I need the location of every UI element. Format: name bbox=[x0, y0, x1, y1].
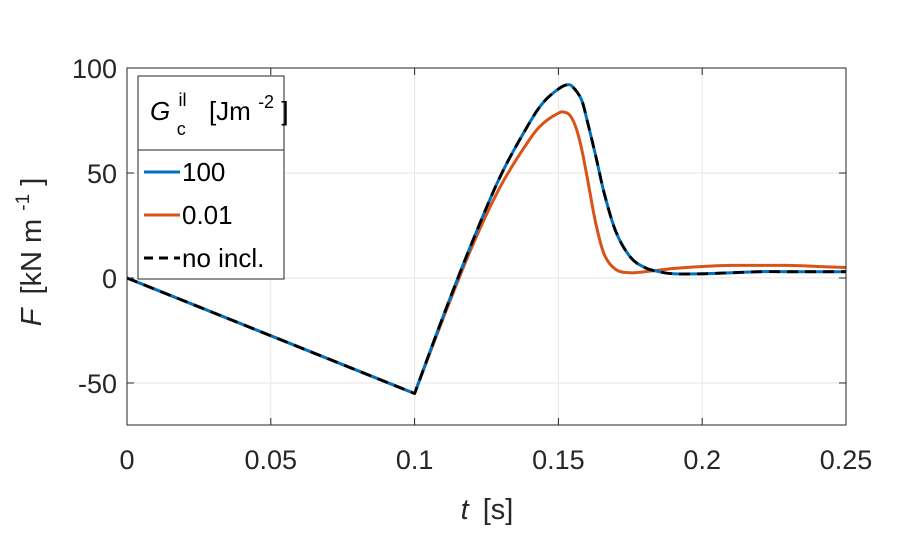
legend-title-unit-close: ] bbox=[281, 96, 288, 126]
x-tick-label-0: 0 bbox=[119, 445, 134, 475]
x-tick-label-5: 0.25 bbox=[820, 445, 873, 475]
y-axis-unit-exp: -1 bbox=[13, 194, 34, 211]
series-lines bbox=[126, 83, 847, 395]
y-axis-unit-base: [kN m bbox=[16, 219, 48, 295]
legend-title-unit-exp: -2 bbox=[258, 92, 274, 112]
axis-ticks: 0 0.05 0.1 0.15 0.2 0.25 -50 0 50 100 bbox=[72, 54, 872, 475]
legend-label-0: 100 bbox=[182, 157, 225, 187]
x-tick-label-2: 0.1 bbox=[396, 445, 434, 475]
y-axis-symbol: F bbox=[16, 306, 48, 326]
x-axis-label: t [s] bbox=[461, 494, 514, 526]
legend-entries: 100 0.01 no incl. bbox=[144, 157, 264, 273]
plot-frame bbox=[126, 67, 847, 426]
y-axis-label: F [kN m -1 ] bbox=[4, 178, 48, 327]
x-tick-label-3: 0.15 bbox=[532, 445, 585, 475]
legend-box bbox=[137, 75, 285, 280]
y-tick-label-1: 0 bbox=[102, 264, 117, 294]
legend: G il c [Jm -2 ] 100 0.01 no incl. bbox=[137, 75, 289, 280]
y-axis-unit-close: ] bbox=[16, 178, 48, 186]
series-line-1 bbox=[126, 110, 847, 395]
y-tick-label-2: 50 bbox=[87, 159, 117, 189]
y-tick-label-0: -50 bbox=[78, 369, 117, 399]
legend-label-2: no incl. bbox=[182, 243, 264, 273]
legend-label-1: 0.01 bbox=[182, 200, 233, 230]
legend-title: G il c [Jm -2 ] bbox=[150, 82, 289, 141]
legend-title-subscript: c bbox=[177, 119, 186, 139]
x-tick-label-1: 0.05 bbox=[245, 445, 298, 475]
legend-title-unit-base: [Jm bbox=[209, 96, 251, 126]
x-axis-unit: [s] bbox=[483, 494, 514, 526]
legend-title-superscript: il bbox=[178, 90, 186, 110]
x-axis-symbol: t bbox=[461, 494, 471, 526]
legend-title-symbol: G bbox=[150, 96, 170, 126]
series-line-2 bbox=[126, 83, 846, 395]
x-tick-label-4: 0.2 bbox=[683, 445, 721, 475]
y-tick-label-3: 100 bbox=[72, 54, 117, 84]
